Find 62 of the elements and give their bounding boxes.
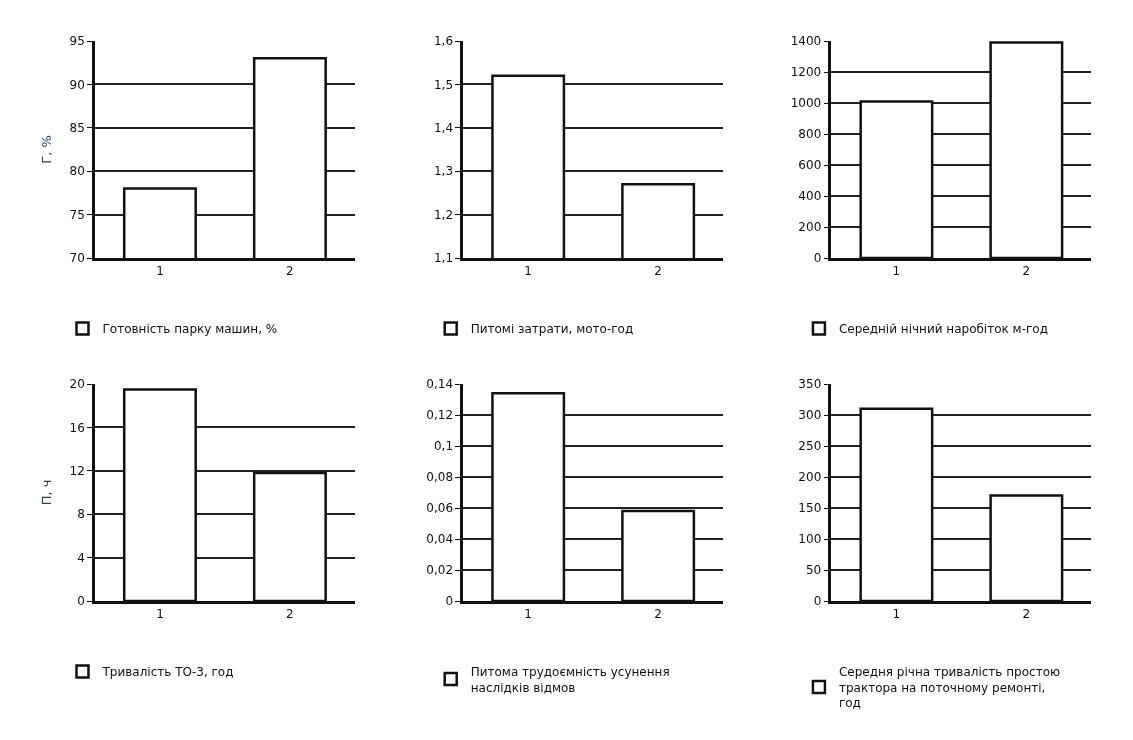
y-tick-label: 300: [798, 408, 822, 423]
y-tick-label: 800: [798, 127, 822, 142]
legend-label: Питома трудоємність усунення наслідків відмов: [470, 664, 670, 695]
y-tick-label: 350: [798, 377, 822, 392]
legend-label: Середній нічний наробіток м-год: [838, 322, 1048, 337]
y-tick-label: 12: [69, 464, 85, 478]
y-tick-label: 16: [69, 420, 85, 435]
legend-label: Тривалість ТО-3, год: [101, 665, 234, 680]
y-tick-label: 0: [77, 594, 85, 609]
legend-label: Готовність парку машин, %: [102, 322, 278, 337]
y-tick-label: 1,2: [433, 207, 454, 222]
y-tick-label: 0,08: [426, 470, 454, 485]
legend-label: Середня річна тривалість простою трактора на поточному ремонті, год: [838, 664, 1061, 711]
y-tick-label: 1,3: [433, 164, 454, 179]
x-tick-label: 1: [156, 607, 164, 622]
x-tick-label: 2: [286, 607, 294, 622]
legend-label: Питомі затрати, мото-год: [470, 322, 634, 337]
y-tick-label: 1000: [790, 96, 822, 111]
y-tick-label: 0: [813, 594, 822, 609]
x-tick-label: 1: [524, 607, 532, 622]
y-axis-title: П, ч: [39, 479, 55, 506]
y-tick-label: 0: [445, 594, 454, 609]
y-tick-label: 70: [69, 251, 85, 266]
x-tick-label: 1: [892, 264, 901, 279]
y-axis-title: Г, %: [39, 135, 55, 164]
y-tick-label: 400: [798, 189, 822, 204]
y-tick-label: 100: [798, 532, 822, 547]
y-tick-label: 75: [69, 207, 85, 222]
y-tick-label: 1200: [790, 65, 822, 80]
y-tick-label: 0,1: [433, 439, 454, 454]
x-tick-label: 1: [524, 264, 532, 279]
y-tick-label: 95: [69, 34, 85, 49]
y-tick-label: 1400: [790, 34, 822, 49]
y-tick-label: 250: [798, 439, 822, 454]
y-tick-label: 85: [69, 121, 85, 135]
x-tick-label: 1: [892, 607, 901, 622]
y-tick-label: 0,06: [426, 501, 454, 516]
y-tick-label: 80: [69, 164, 85, 179]
x-tick-label: 2: [654, 607, 662, 622]
y-tick-label: 600: [798, 158, 822, 173]
y-tick-label: 1,5: [433, 77, 454, 92]
y-tick-label: 8: [77, 507, 85, 522]
y-tick-label: 90: [69, 77, 85, 92]
y-tick-label: 150: [798, 501, 822, 516]
x-tick-label: 2: [1022, 607, 1031, 622]
y-tick-label: 4: [77, 550, 85, 565]
y-tick-label: 0,02: [426, 563, 454, 578]
y-tick-label: 0,12: [426, 408, 454, 423]
x-tick-label: 1: [156, 264, 164, 279]
y-tick-label: 200: [798, 470, 822, 485]
y-tick-label: 0,04: [426, 532, 454, 547]
x-tick-label: 2: [1022, 264, 1031, 279]
y-tick-label: 20: [69, 377, 85, 392]
y-tick-label: 1,6: [433, 34, 454, 49]
x-tick-label: 2: [286, 264, 294, 279]
x-tick-label: 2: [654, 264, 662, 279]
y-tick-label: 50: [805, 563, 822, 578]
y-tick-label: 0: [813, 251, 822, 266]
y-tick-label: 1,4: [433, 121, 454, 135]
y-tick-label: 200: [798, 220, 822, 235]
y-tick-label: 0,14: [426, 377, 454, 392]
y-tick-label: 1,1: [433, 251, 454, 266]
